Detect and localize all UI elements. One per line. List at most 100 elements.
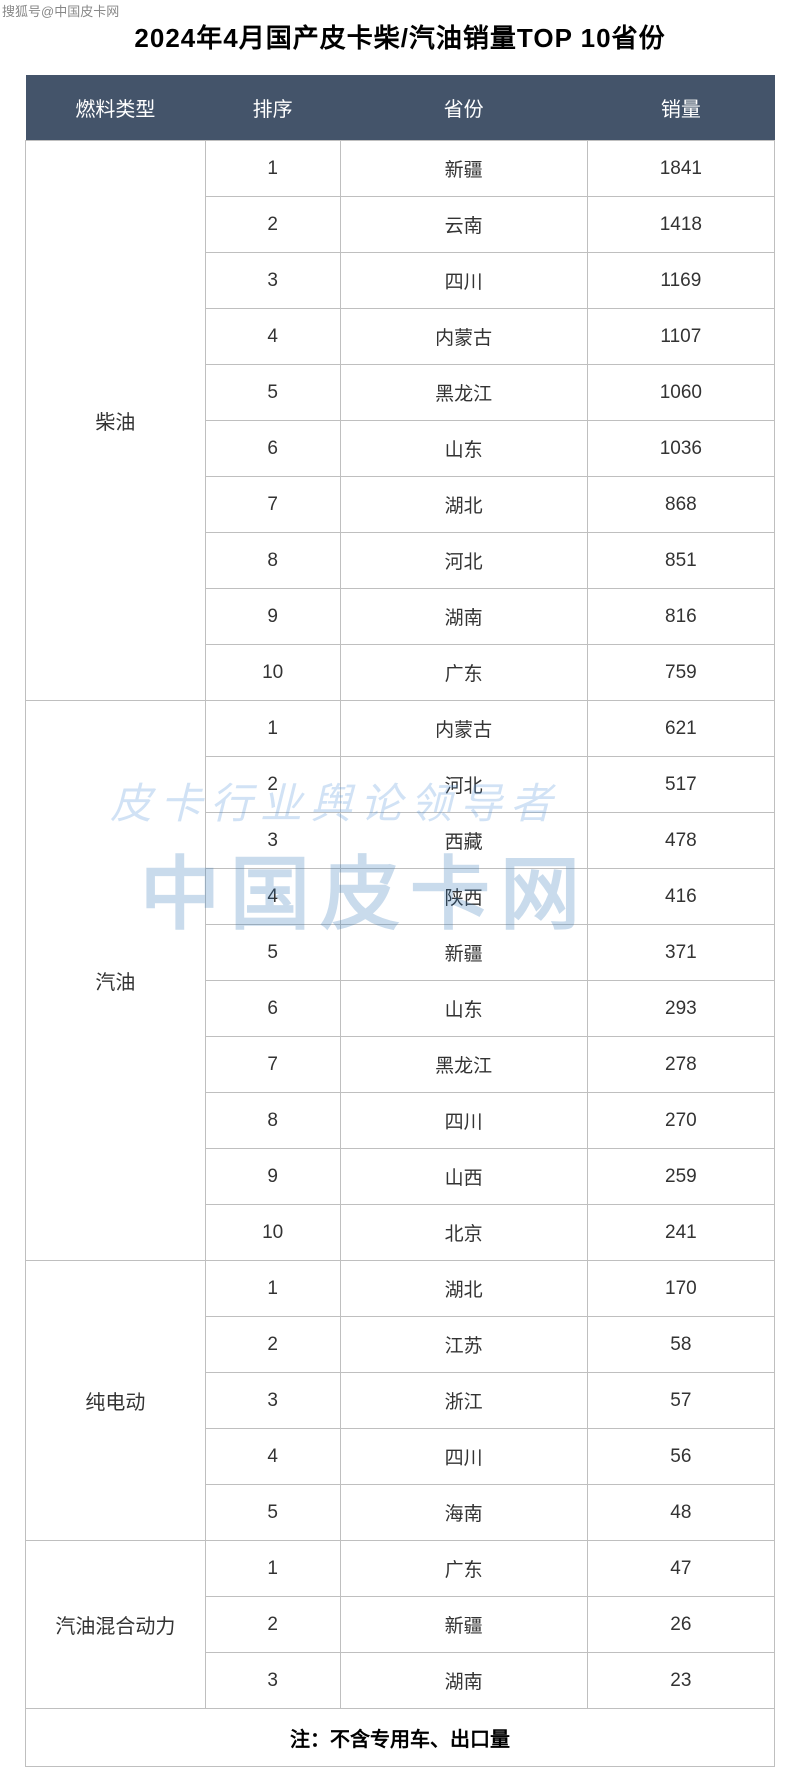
rank-cell: 6 [205, 981, 340, 1037]
header-sales: 销量 [587, 75, 774, 141]
sales-cell: 57 [587, 1373, 774, 1429]
rank-cell: 10 [205, 1205, 340, 1261]
province-cell: 山东 [340, 421, 587, 477]
sales-cell: 416 [587, 869, 774, 925]
province-cell: 内蒙古 [340, 309, 587, 365]
province-cell: 湖北 [340, 477, 587, 533]
province-cell: 河北 [340, 757, 587, 813]
rank-cell: 3 [205, 813, 340, 869]
rank-cell: 10 [205, 645, 340, 701]
province-cell: 云南 [340, 197, 587, 253]
sales-cell: 1841 [587, 141, 774, 197]
sales-cell: 759 [587, 645, 774, 701]
rank-cell: 1 [205, 701, 340, 757]
province-cell: 江苏 [340, 1317, 587, 1373]
rank-cell: 2 [205, 757, 340, 813]
rank-cell: 9 [205, 589, 340, 645]
rank-cell: 3 [205, 1653, 340, 1709]
table-header-row: 燃料类型 排序 省份 销量 [26, 75, 775, 141]
sales-cell: 23 [587, 1653, 774, 1709]
sales-cell: 259 [587, 1149, 774, 1205]
rank-cell: 4 [205, 1429, 340, 1485]
sales-cell: 293 [587, 981, 774, 1037]
province-cell: 黑龙江 [340, 1037, 587, 1093]
rank-cell: 4 [205, 309, 340, 365]
table-row: 纯电动1湖北170 [26, 1261, 775, 1317]
source-label: 搜狐号@中国皮卡网 [0, 0, 121, 21]
rank-cell: 2 [205, 1317, 340, 1373]
province-cell: 海南 [340, 1485, 587, 1541]
sales-cell: 56 [587, 1429, 774, 1485]
rank-cell: 8 [205, 533, 340, 589]
province-cell: 浙江 [340, 1373, 587, 1429]
province-cell: 湖南 [340, 1653, 587, 1709]
sales-cell: 47 [587, 1541, 774, 1597]
province-cell: 北京 [340, 1205, 587, 1261]
province-cell: 山西 [340, 1149, 587, 1205]
sales-table: 燃料类型 排序 省份 销量 柴油1新疆18412云南14183四川11694内蒙… [25, 75, 775, 1767]
sales-cell: 58 [587, 1317, 774, 1373]
sales-cell: 270 [587, 1093, 774, 1149]
main-container: 2024年4月国产皮卡柴/汽油销量TOP 10省份 燃料类型 排序 省份 销量 … [0, 0, 800, 1777]
footer-note-row: 注：不含专用车、出口量 [26, 1709, 775, 1767]
rank-cell: 8 [205, 1093, 340, 1149]
sales-cell: 371 [587, 925, 774, 981]
rank-cell: 1 [205, 1541, 340, 1597]
rank-cell: 9 [205, 1149, 340, 1205]
sales-cell: 1169 [587, 253, 774, 309]
rank-cell: 3 [205, 1373, 340, 1429]
rank-cell: 2 [205, 1597, 340, 1653]
sales-cell: 621 [587, 701, 774, 757]
fuel-type-cell: 柴油 [26, 141, 206, 701]
rank-cell: 1 [205, 1261, 340, 1317]
province-cell: 山东 [340, 981, 587, 1037]
province-cell: 湖北 [340, 1261, 587, 1317]
header-rank: 排序 [205, 75, 340, 141]
sales-cell: 278 [587, 1037, 774, 1093]
province-cell: 新疆 [340, 925, 587, 981]
header-fuel-type: 燃料类型 [26, 75, 206, 141]
table-row: 柴油1新疆1841 [26, 141, 775, 197]
fuel-type-cell: 汽油 [26, 701, 206, 1261]
province-cell: 河北 [340, 533, 587, 589]
fuel-type-cell: 纯电动 [26, 1261, 206, 1541]
province-cell: 湖南 [340, 589, 587, 645]
fuel-type-cell: 汽油混合动力 [26, 1541, 206, 1709]
sales-cell: 1107 [587, 309, 774, 365]
province-cell: 四川 [340, 1429, 587, 1485]
sales-cell: 1060 [587, 365, 774, 421]
rank-cell: 1 [205, 141, 340, 197]
sales-cell: 517 [587, 757, 774, 813]
province-cell: 广东 [340, 645, 587, 701]
province-cell: 陕西 [340, 869, 587, 925]
rank-cell: 6 [205, 421, 340, 477]
rank-cell: 7 [205, 477, 340, 533]
rank-cell: 5 [205, 1485, 340, 1541]
sales-cell: 170 [587, 1261, 774, 1317]
province-cell: 广东 [340, 1541, 587, 1597]
rank-cell: 3 [205, 253, 340, 309]
province-cell: 新疆 [340, 141, 587, 197]
rank-cell: 5 [205, 365, 340, 421]
header-province: 省份 [340, 75, 587, 141]
sales-cell: 241 [587, 1205, 774, 1261]
rank-cell: 2 [205, 197, 340, 253]
table-row: 汽油1内蒙古621 [26, 701, 775, 757]
sales-cell: 478 [587, 813, 774, 869]
table-row: 汽油混合动力1广东47 [26, 1541, 775, 1597]
rank-cell: 7 [205, 1037, 340, 1093]
province-cell: 内蒙古 [340, 701, 587, 757]
province-cell: 西藏 [340, 813, 587, 869]
province-cell: 四川 [340, 253, 587, 309]
sales-cell: 26 [587, 1597, 774, 1653]
page-title: 2024年4月国产皮卡柴/汽油销量TOP 10省份 [25, 18, 775, 55]
rank-cell: 5 [205, 925, 340, 981]
sales-cell: 1418 [587, 197, 774, 253]
province-cell: 黑龙江 [340, 365, 587, 421]
sales-cell: 1036 [587, 421, 774, 477]
province-cell: 四川 [340, 1093, 587, 1149]
sales-cell: 48 [587, 1485, 774, 1541]
sales-cell: 816 [587, 589, 774, 645]
province-cell: 新疆 [340, 1597, 587, 1653]
rank-cell: 4 [205, 869, 340, 925]
